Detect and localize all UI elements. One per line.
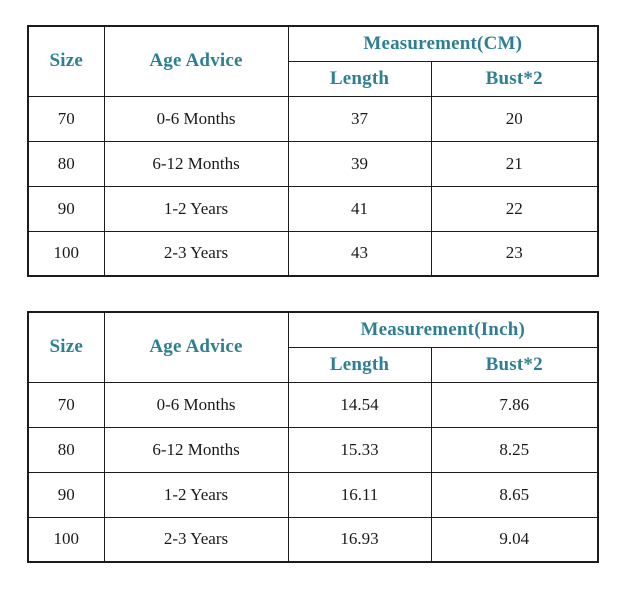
column-header-length: Length bbox=[287, 346, 432, 383]
cell-age-advice: 6-12 Months bbox=[103, 426, 289, 473]
column-header-size: Size bbox=[27, 311, 105, 383]
cell-bust: 23 bbox=[430, 230, 599, 277]
cell-length: 15.33 bbox=[287, 426, 432, 473]
cell-size: 80 bbox=[27, 140, 105, 187]
cell-bust: 8.25 bbox=[430, 426, 599, 473]
size-table-cm: Size Age Advice Measurement(CM) Length B… bbox=[27, 25, 600, 277]
column-header-bust: Bust*2 bbox=[430, 346, 599, 383]
cell-length: 43 bbox=[287, 230, 432, 277]
cell-bust: 9.04 bbox=[430, 516, 599, 563]
cell-bust: 20 bbox=[430, 95, 599, 142]
cell-size: 100 bbox=[27, 230, 105, 277]
table-row: 90 1-2 Years 16.11 8.65 bbox=[27, 471, 599, 518]
cell-age-advice: 2-3 Years bbox=[103, 516, 289, 563]
cell-size: 100 bbox=[27, 516, 105, 563]
cell-age-advice: 2-3 Years bbox=[103, 230, 289, 277]
cell-age-advice: 0-6 Months bbox=[103, 95, 289, 142]
cell-size: 70 bbox=[27, 95, 105, 142]
cell-length: 41 bbox=[287, 185, 432, 232]
column-header-bust: Bust*2 bbox=[430, 60, 599, 97]
size-table-inch: Size Age Advice Measurement(Inch) Length… bbox=[27, 311, 599, 563]
column-header-measurement-cm: Measurement(CM) bbox=[287, 25, 599, 62]
cell-bust: 21 bbox=[430, 140, 599, 187]
cell-size: 90 bbox=[27, 185, 105, 232]
header-row-sub-inch: Length Bust*2 bbox=[28, 346, 599, 383]
cell-size: 80 bbox=[27, 426, 105, 473]
cell-length: 16.93 bbox=[287, 516, 432, 563]
table-row: 70 0-6 Months 14.54 7.86 bbox=[27, 381, 599, 428]
cell-bust: 22 bbox=[430, 185, 599, 232]
cell-age-advice: 0-6 Months bbox=[103, 381, 289, 428]
cell-age-advice: 1-2 Years bbox=[103, 471, 289, 518]
column-header-age-advice: Age Advice bbox=[103, 311, 289, 383]
header-row-measurement-cm: Size Age Advice Measurement(CM) bbox=[27, 25, 599, 97]
cell-length: 16.11 bbox=[287, 471, 432, 518]
cell-size: 90 bbox=[27, 471, 105, 518]
header-row-measurement-inch: Size Age Advice Measurement(Inch) bbox=[27, 311, 599, 383]
table-row: 70 0-6 Months 37 20 bbox=[27, 95, 599, 142]
cell-bust: 8.65 bbox=[430, 471, 599, 518]
column-header-age-advice: Age Advice bbox=[103, 25, 289, 97]
table-row: 80 6-12 Months 15.33 8.25 bbox=[27, 426, 599, 473]
header-row-sub-cm: Length Bust*2 bbox=[28, 60, 599, 97]
cell-bust: 7.86 bbox=[430, 381, 599, 428]
cell-age-advice: 6-12 Months bbox=[103, 140, 289, 187]
table-row: 80 6-12 Months 39 21 bbox=[27, 140, 599, 187]
column-header-measurement-inch: Measurement(Inch) bbox=[287, 311, 599, 348]
cell-length: 37 bbox=[287, 95, 432, 142]
table-row: 90 1-2 Years 41 22 bbox=[27, 185, 599, 232]
table-row: 100 2-3 Years 16.93 9.04 bbox=[27, 516, 599, 563]
cell-size: 70 bbox=[27, 381, 105, 428]
column-header-size: Size bbox=[27, 25, 105, 97]
table-row: 100 2-3 Years 43 23 bbox=[27, 230, 599, 277]
cell-length: 39 bbox=[287, 140, 432, 187]
cell-length: 14.54 bbox=[287, 381, 432, 428]
column-header-length: Length bbox=[287, 60, 432, 97]
cell-age-advice: 1-2 Years bbox=[103, 185, 289, 232]
